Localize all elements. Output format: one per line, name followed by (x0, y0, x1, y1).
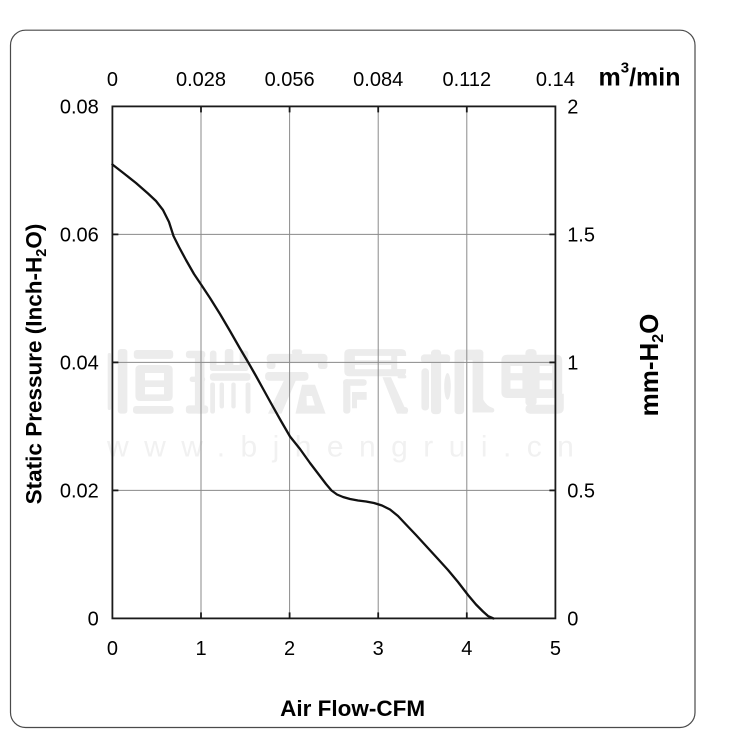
svg-text:0.5: 0.5 (567, 481, 595, 503)
svg-text:0.084: 0.084 (353, 69, 403, 91)
svg-text:mm-H2O: mm-H2O (634, 314, 667, 417)
svg-text:1: 1 (195, 638, 206, 660)
svg-text:Air Flow-CFM: Air Flow-CFM (280, 696, 425, 721)
svg-text:5: 5 (550, 638, 561, 660)
svg-text:0: 0 (567, 609, 578, 631)
svg-text:0.14: 0.14 (536, 69, 575, 91)
svg-text:m3/min: m3/min (599, 60, 681, 92)
svg-text:1: 1 (567, 353, 578, 375)
svg-text:0.02: 0.02 (60, 481, 99, 503)
svg-text:4: 4 (461, 638, 472, 660)
svg-text:www.bjhengrui.cn: www.bjhengrui.cn (106, 431, 589, 464)
svg-text:0.08: 0.08 (60, 97, 99, 119)
svg-text:3: 3 (373, 638, 384, 660)
svg-text:0.056: 0.056 (265, 69, 315, 91)
svg-text:0: 0 (107, 638, 118, 660)
svg-text:2: 2 (284, 638, 295, 660)
svg-text:0: 0 (107, 69, 118, 91)
svg-text:Static Pressure (Inch-H2O): Static Pressure (Inch-H2O) (22, 224, 51, 505)
svg-text:0.112: 0.112 (443, 69, 492, 91)
svg-text:2: 2 (567, 97, 578, 119)
svg-text:0.028: 0.028 (176, 69, 226, 91)
svg-text:0.06: 0.06 (60, 225, 99, 247)
svg-text:0: 0 (88, 609, 99, 631)
svg-text:1.5: 1.5 (567, 225, 595, 247)
svg-text:0.04: 0.04 (60, 353, 99, 375)
